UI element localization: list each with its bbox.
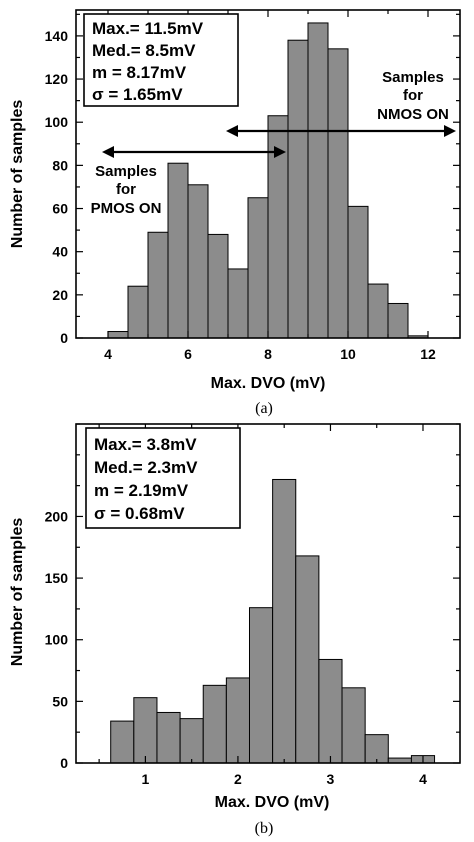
- panel-a-bar: [227, 268, 249, 339]
- panel-b-ylabel: Number of samples: [9, 518, 26, 667]
- panel-b-x-tick-label: 1: [141, 771, 149, 787]
- nmos-label-line1: Samples: [382, 69, 444, 86]
- panel-b-stat-sigma: σ = 0.68mV: [94, 504, 185, 523]
- panel-b-x-tick-label: 3: [327, 771, 335, 787]
- panel-b-y-tick-label: 150: [45, 570, 69, 586]
- panel-b-bar: [341, 687, 366, 764]
- panel-a-bar: [147, 231, 169, 339]
- panel-a-bar: [127, 285, 149, 339]
- panel-b-x-tick-label: 2: [234, 771, 242, 787]
- panel-b-caption: (b): [255, 820, 274, 837]
- panel-b-stats-box: [85, 427, 241, 529]
- panel-a-y-tick-label: 0: [60, 330, 68, 346]
- panel-a-ylabel: Number of samples: [9, 100, 26, 249]
- panel-a-x-tick-label: 8: [264, 346, 272, 362]
- panel-a-bar: [247, 197, 269, 339]
- panel-a-bar: [327, 48, 349, 339]
- panel-a-stat-sigma: σ = 1.65mV: [92, 85, 183, 104]
- panel-b-tick-labels: 1 2 3 4 0 50 100 150 200: [45, 508, 427, 787]
- panel-b-stat-median: Med.= 2.3mV: [94, 458, 198, 477]
- panel-a-bar: [387, 302, 409, 339]
- panel-b-y-tick-label: 200: [45, 508, 69, 524]
- pmos-label-line1: Samples: [95, 163, 157, 180]
- panel-a-bar: [307, 22, 329, 339]
- panel-a-y-tick-label: 120: [45, 71, 69, 87]
- panel-b-bar: [133, 697, 158, 764]
- panel-a-bars: [107, 22, 429, 339]
- panel-a-y-tick-label: 80: [52, 157, 68, 173]
- panel-a-x-tick-label: 6: [184, 346, 192, 362]
- nmos-label-line2: for: [403, 87, 423, 104]
- panel-a-bar: [187, 184, 209, 339]
- panel-a-bar: [367, 283, 389, 339]
- panel-b-plot-frame: [75, 423, 461, 764]
- panel-a-bar: [287, 39, 309, 339]
- panel-b-bar: [110, 720, 135, 764]
- panel-b-bars: [110, 478, 436, 764]
- panel-b-bar: [272, 478, 297, 764]
- pmos-arrow-head-right: [274, 146, 286, 158]
- panel-b-stat-mean: m = 2.19mV: [94, 481, 189, 500]
- panel-a-stat-mean: m = 8.17mV: [92, 63, 187, 82]
- panel-b-bar: [225, 677, 250, 764]
- panel-b-bar: [202, 684, 227, 764]
- panel-b-x-tick-label: 4: [419, 771, 427, 787]
- pmos-label-line2: for: [116, 181, 136, 198]
- nmos-arrow-head-left: [226, 125, 238, 137]
- panel-a-x-tick-label: 10: [340, 346, 356, 362]
- panel-a-bar: [207, 233, 229, 339]
- panel-b-xlabel: Max. DVO (mV): [215, 794, 330, 811]
- panel-b-bar: [156, 711, 181, 764]
- panel-b-y-tick-label: 100: [45, 632, 69, 648]
- panel-b-stat-max: Max.= 3.8mV: [94, 435, 197, 454]
- panel-a-stat-median: Med.= 8.5mV: [92, 41, 196, 60]
- nmos-label-line3: NMOS ON: [377, 106, 449, 123]
- panel-a-y-tick-label: 100: [45, 114, 69, 130]
- panel-b-y-tick-label: 0: [60, 755, 68, 771]
- panel-a-x-tick-label: 4: [104, 346, 112, 362]
- panel-a-y-tick-label: 140: [45, 28, 69, 44]
- nmos-annotation: Samples for NMOS ON: [226, 69, 456, 137]
- panel-a-xlabel: Max. DVO (mV): [211, 375, 326, 392]
- panel-a-stat-max: Max.= 11.5mV: [92, 19, 204, 38]
- nmos-arrow-head-right: [444, 125, 456, 137]
- panel-a-caption: (a): [255, 400, 273, 417]
- panel-b-y-tick-label: 50: [52, 693, 68, 709]
- panel-a-bar: [107, 331, 129, 339]
- panel-b-bar: [318, 658, 343, 764]
- pmos-arrow-head-left: [102, 146, 114, 158]
- panel-b-bar: [179, 718, 204, 764]
- panel-a-bar: [167, 162, 189, 339]
- panel-a-y-tick-label: 60: [52, 201, 68, 217]
- pmos-label-line3: PMOS ON: [91, 200, 162, 217]
- pmos-annotation: Samples for PMOS ON: [91, 146, 286, 217]
- panel-a-x-tick-label: 12: [420, 346, 436, 362]
- panel-a-stats-box: [83, 13, 239, 107]
- panel-b-histogram: 1 2 3 4 0 50 100 150 200 Max. DVO (mV) Number of…: [9, 423, 461, 837]
- panel-b-bar: [248, 607, 274, 764]
- panel-a-y-tick-label: 40: [52, 244, 68, 260]
- panel-b-bar: [364, 734, 389, 764]
- panel-a-bar: [347, 205, 369, 339]
- panel-a-y-tick-label: 20: [52, 287, 68, 303]
- panel-b-bar: [295, 555, 320, 764]
